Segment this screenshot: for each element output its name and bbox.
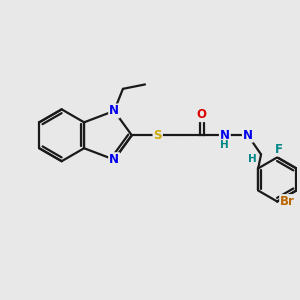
Text: H: H [248, 154, 257, 164]
Text: N: N [243, 129, 253, 142]
Text: H: H [220, 140, 229, 150]
Text: N: N [220, 129, 230, 142]
Text: Br: Br [280, 195, 295, 208]
Text: N: N [109, 153, 119, 166]
Text: S: S [154, 129, 162, 142]
Text: F: F [275, 142, 283, 156]
Text: N: N [109, 104, 119, 117]
Text: O: O [197, 108, 207, 121]
